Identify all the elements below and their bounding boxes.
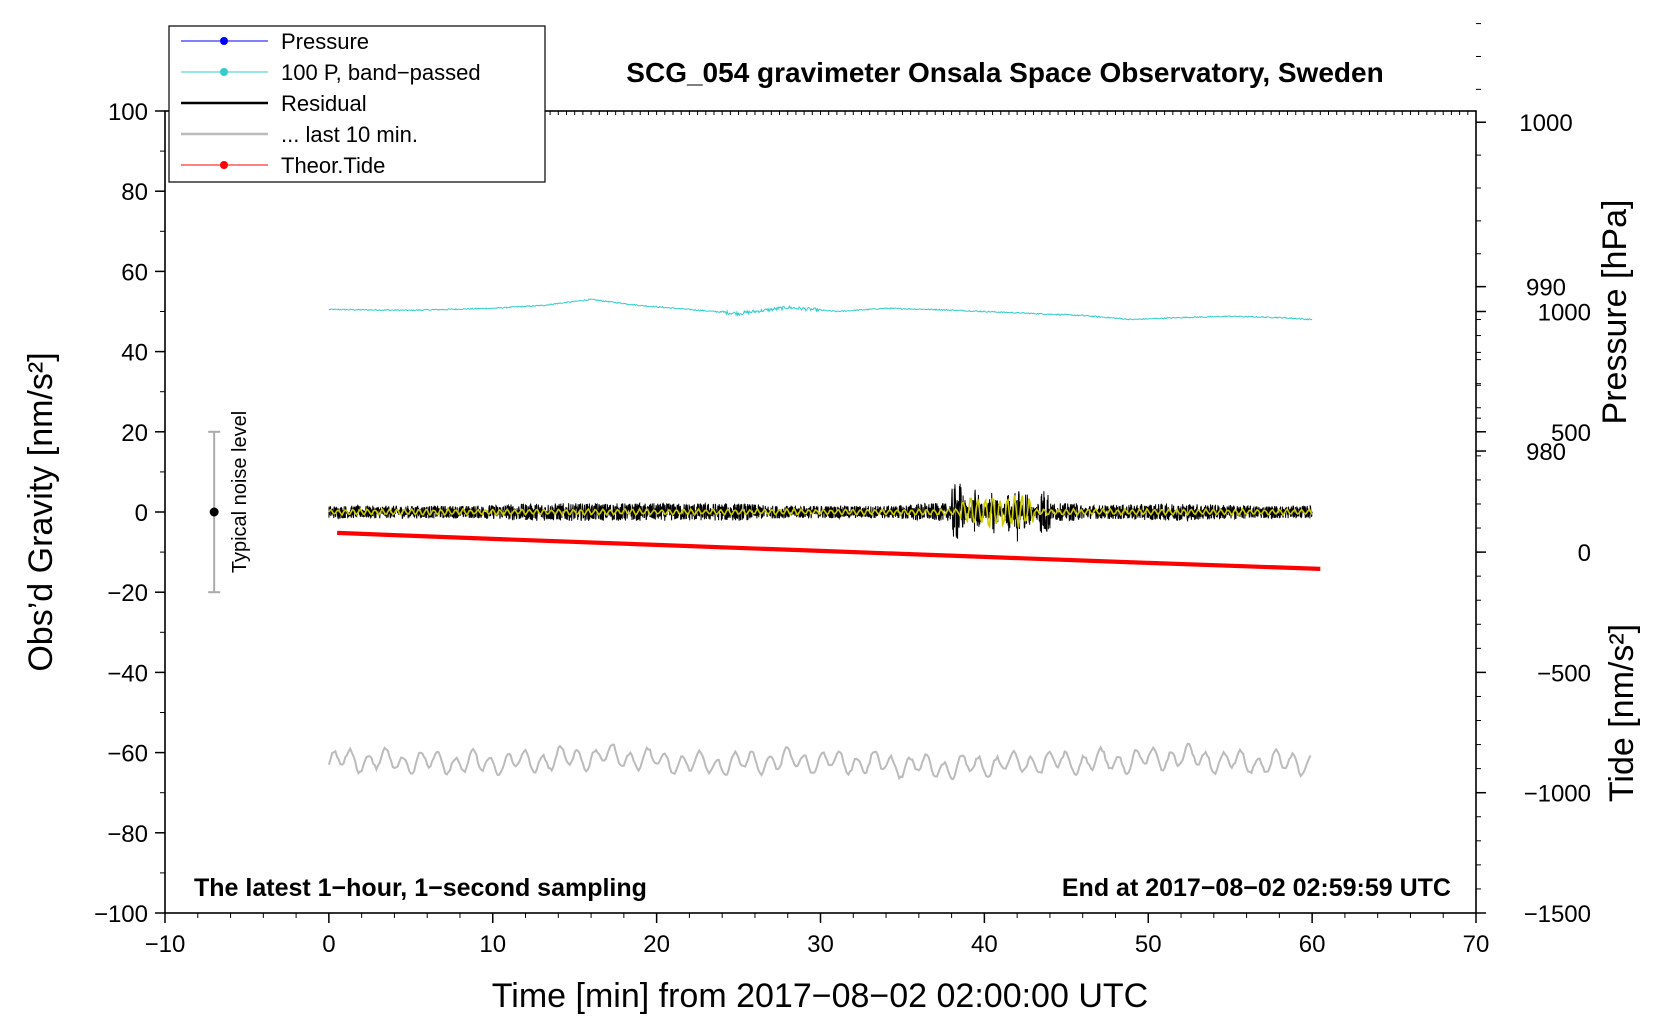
- axes-layer: −10 0 10 20 30 40 50 60 70−100−80−60−40−20020406…: [94, 23, 1591, 958]
- y-tick-label: 100: [108, 99, 148, 126]
- y-axis-title-pressure: Pressure [hPa]: [1596, 200, 1634, 425]
- x-tick-label: 40: [971, 931, 998, 958]
- legend-marker: [220, 37, 228, 45]
- y-tick-label: 0: [135, 500, 148, 527]
- legend-label: 100 P, band−passed: [281, 60, 481, 85]
- legend-label: ... last 10 min.: [281, 122, 418, 147]
- y-axis-title-tide: Tide [nm/s²]: [1603, 624, 1641, 802]
- x-tick-label: 20: [643, 931, 670, 958]
- y-tick-label: 40: [121, 340, 148, 367]
- x-tick-label: 10: [479, 931, 506, 958]
- series-last-10-min: [327, 742, 1312, 781]
- pressure-tick-label: 990: [1526, 275, 1566, 302]
- series-layer: [327, 298, 1321, 781]
- y-tick-label: −80: [107, 821, 148, 848]
- legend: Pressure 100 P, band−passed Residual ... la…: [168, 25, 546, 183]
- pressure-tick-label: 980: [1526, 439, 1566, 466]
- y-tick-label: −100: [94, 901, 148, 928]
- legend-marker: [220, 161, 228, 169]
- y-tick-label: 20: [121, 420, 148, 447]
- y-tick-label: 60: [121, 259, 148, 286]
- legend-label: Theor.Tide: [281, 153, 385, 178]
- legend-label: Residual: [281, 91, 367, 116]
- x-tick-label: 0: [322, 931, 335, 958]
- y-tick-label: 80: [121, 179, 148, 206]
- noise-bar: [208, 430, 221, 594]
- tide-tick-label: 0: [1578, 540, 1591, 567]
- y-axis-title-left: Obs’d Gravity [nm/s²]: [22, 352, 60, 671]
- tide-tick-label: −1500: [1524, 901, 1591, 928]
- series-band-passed: [328, 298, 1313, 321]
- tide-tick-label: 1000: [1538, 300, 1591, 327]
- chart-title: SCG_054 gravimeter Onsala Space Observat…: [626, 57, 1383, 88]
- tide-tick-label: −500: [1537, 660, 1591, 687]
- y-tick-label: −60: [107, 741, 148, 768]
- x-tick-label: −10: [145, 931, 186, 958]
- y-tick-label: −20: [107, 580, 148, 607]
- x-tick-label: 30: [807, 931, 834, 958]
- series-theor-tide: [337, 530, 1321, 571]
- legend-label: Pressure: [281, 29, 369, 54]
- legend-marker: [220, 68, 228, 76]
- annotation-sampling: The latest 1−hour, 1−second sampling: [194, 874, 647, 902]
- noise-bar-center: [209, 507, 219, 517]
- x-tick-label: 70: [1463, 931, 1490, 958]
- annotation-end-time: End at 2017−08−02 02:59:59 UTC: [1062, 874, 1451, 902]
- x-tick-label: 60: [1299, 931, 1326, 958]
- noise-label: Typical noise level: [229, 411, 251, 573]
- y-tick-label: −40: [107, 660, 148, 687]
- x-tick-label: 50: [1135, 931, 1162, 958]
- x-axis-title: Time [min] from 2017−08−02 02:00:00 UTC: [492, 977, 1148, 1015]
- tide-tick-label: −1000: [1524, 781, 1591, 808]
- series-residual-filtered: [328, 495, 1313, 530]
- pressure-tick-label: 1000: [1519, 110, 1572, 137]
- tide-tick-label: 500: [1551, 420, 1591, 447]
